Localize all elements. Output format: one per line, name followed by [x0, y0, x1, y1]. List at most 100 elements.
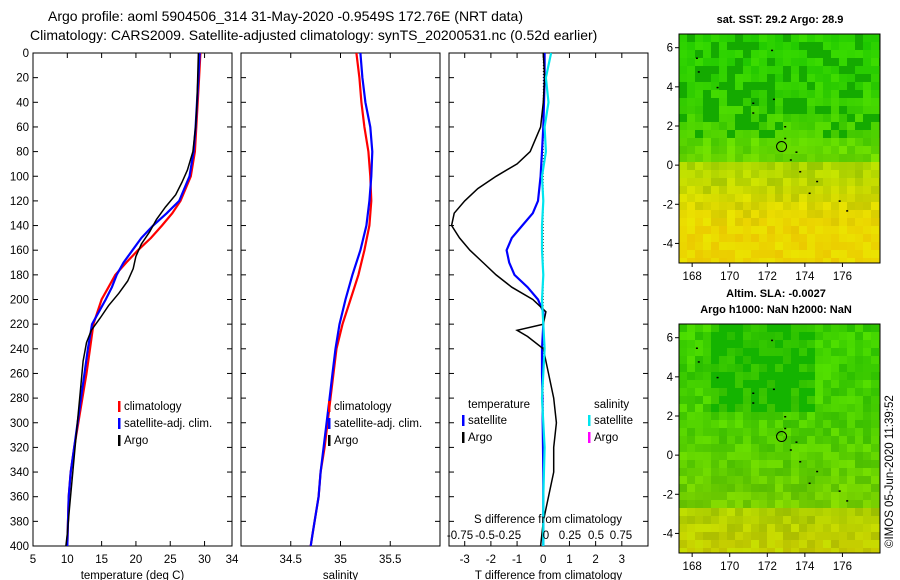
map-cell	[799, 122, 808, 131]
map-cell	[735, 186, 744, 195]
map-cell	[703, 242, 712, 251]
map-cell	[775, 444, 784, 453]
map-cell	[743, 242, 752, 251]
map-cell	[791, 82, 800, 91]
map-cell	[687, 372, 696, 381]
title-line-1: Argo profile: aoml 5904506_314 31-May-20…	[48, 8, 523, 24]
y-tick-label: -2	[663, 199, 673, 211]
map-cell	[863, 138, 872, 147]
map-cell	[791, 492, 800, 501]
map-cell	[839, 516, 848, 525]
map-cell	[687, 66, 696, 75]
map-cell	[751, 82, 760, 91]
map-cell	[679, 106, 688, 115]
map-cell	[759, 170, 768, 179]
map-cell	[751, 532, 760, 541]
map-cell	[679, 90, 688, 99]
map-cell	[783, 66, 792, 75]
map-cell	[727, 130, 736, 139]
map-cell	[687, 50, 696, 59]
map-cell	[807, 436, 816, 445]
map-cell	[687, 412, 696, 421]
map-cell	[791, 34, 800, 43]
map-cell	[775, 34, 784, 43]
map-cell	[815, 146, 824, 155]
map-cell	[711, 122, 720, 131]
map-cell	[871, 258, 880, 263]
map-cell	[711, 242, 720, 251]
map-cell	[695, 234, 704, 243]
map-cell	[791, 98, 800, 107]
map-cell	[815, 258, 824, 263]
map-cell	[767, 106, 776, 115]
map-cell	[871, 106, 880, 115]
legend-swatch	[118, 435, 121, 446]
map-cell	[703, 324, 712, 333]
map-cell	[695, 90, 704, 99]
map-cell	[679, 154, 688, 163]
map-cell	[871, 154, 880, 163]
map-cell	[839, 388, 848, 397]
y-tick-label: 240	[10, 344, 29, 356]
map-cell	[767, 154, 776, 163]
map-cell	[791, 412, 800, 421]
map-cell	[823, 226, 832, 235]
map-cell	[743, 162, 752, 171]
x-tick-label: 20	[130, 554, 143, 566]
y-tick-label: 220	[10, 319, 29, 331]
map-cell	[807, 226, 816, 235]
map-cell	[855, 202, 864, 211]
map-cell	[823, 98, 832, 107]
map-cell	[815, 218, 824, 227]
map-cell	[775, 202, 784, 211]
map-sla-frame	[678, 323, 881, 554]
map-cell	[719, 234, 728, 243]
map-cell	[831, 210, 840, 219]
map-cell	[863, 82, 872, 91]
map-cell	[807, 548, 816, 553]
map-cell	[783, 58, 792, 67]
map-cell	[791, 162, 800, 171]
map-cell	[719, 484, 728, 493]
map-cell	[831, 258, 840, 263]
map-cell	[815, 516, 824, 525]
map-cell	[815, 34, 824, 43]
x-axis-label: T difference from climatology	[475, 570, 622, 580]
map-cell	[807, 186, 816, 195]
map-cell	[815, 50, 824, 59]
map-cell	[831, 372, 840, 381]
map-cell	[815, 508, 824, 517]
map-cell	[847, 42, 856, 51]
map-cell	[679, 356, 688, 365]
map-cell	[863, 98, 872, 107]
map-cell	[687, 178, 696, 187]
map-cell	[751, 508, 760, 517]
legend-swatch	[462, 415, 465, 426]
map-cell	[687, 436, 696, 445]
map-cell	[815, 324, 824, 333]
map-cell	[823, 364, 832, 373]
map-cell	[711, 412, 720, 421]
map-cell	[751, 34, 760, 43]
map-cell	[735, 492, 744, 501]
map-cell	[831, 66, 840, 75]
x-tick-label: 35.5	[379, 554, 401, 566]
map-cell	[743, 364, 752, 373]
map-cell	[695, 194, 704, 203]
map-cell	[839, 202, 848, 211]
map-cell	[767, 532, 776, 541]
map-cell	[743, 524, 752, 533]
map-cell	[735, 364, 744, 373]
map-cell	[799, 404, 808, 413]
map-cell	[695, 162, 704, 171]
map-cell	[727, 340, 736, 349]
map-cell	[751, 98, 760, 107]
map-cell	[815, 468, 824, 477]
map-cell	[807, 98, 816, 107]
map-cell	[711, 380, 720, 389]
map-cell	[807, 484, 816, 493]
map-cell	[831, 468, 840, 477]
map-cell	[727, 476, 736, 485]
map-cell	[735, 396, 744, 405]
